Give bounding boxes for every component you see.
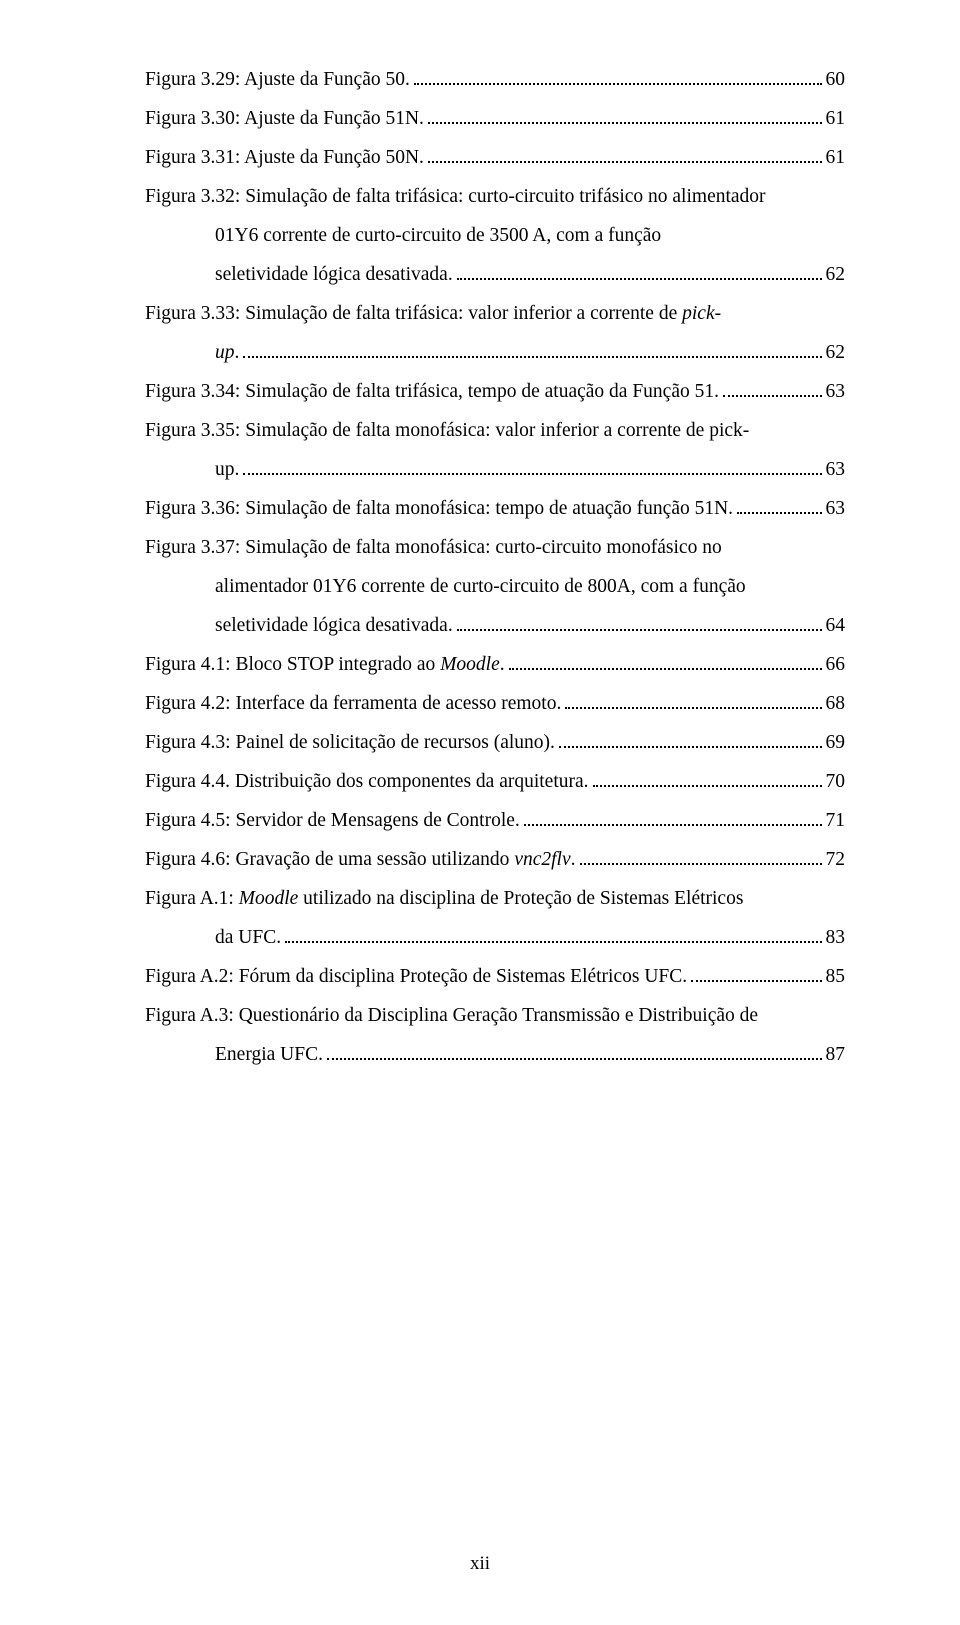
- toc-page-number: 61: [826, 138, 846, 177]
- leader-dots: [414, 66, 822, 86]
- leader-dots: [737, 495, 821, 515]
- toc-text: Figura 3.36: Simulação de falta monofási…: [145, 489, 733, 528]
- leader-dots: [509, 651, 822, 671]
- toc-text: Energia UFC.: [215, 1035, 323, 1074]
- leader-dots: [285, 924, 821, 944]
- toc-text: Figura 3.31: Ajuste da Função 50N.: [145, 138, 424, 177]
- toc-page-number: 60: [826, 60, 846, 99]
- leader-dots: [559, 729, 822, 749]
- toc-page-number: 69: [826, 723, 846, 762]
- toc-entry: Figura 3.33: Simulação de falta trifásic…: [145, 294, 845, 333]
- toc-page-number: 72: [826, 840, 846, 879]
- toc-entry: 01Y6 corrente de curto-circuito de 3500 …: [145, 216, 845, 255]
- toc-text: Figura 4.1: Bloco STOP integrado ao Mood…: [145, 645, 505, 684]
- toc-text: Figura 4.3: Painel de solicitação de rec…: [145, 723, 555, 762]
- toc-entry: Figura 3.31: Ajuste da Função 50N. 61: [145, 138, 845, 177]
- toc-text: Figura A.1: Moodle utilizado na discipli…: [145, 879, 743, 918]
- leader-dots: [428, 105, 822, 125]
- toc-entry: Figura 3.30: Ajuste da Função 51N. 61: [145, 99, 845, 138]
- leader-dots: [457, 612, 822, 632]
- toc-text: da UFC.: [215, 918, 281, 957]
- toc-text: Figura 4.2: Interface da ferramenta de a…: [145, 684, 561, 723]
- toc-entry: Figura 3.35: Simulação de falta monofási…: [145, 411, 845, 450]
- toc-entry: Figura 4.2: Interface da ferramenta de a…: [145, 684, 845, 723]
- toc-entry: up. 63: [145, 450, 845, 489]
- toc-text: up.: [215, 450, 239, 489]
- toc-page-number: 61: [826, 99, 846, 138]
- toc-entry: Figura 4.4. Distribuição dos componentes…: [145, 762, 845, 801]
- toc-text: 01Y6 corrente de curto-circuito de 3500 …: [215, 216, 661, 255]
- leader-dots: [428, 144, 822, 164]
- toc-entry: Figura A.2: Fórum da disciplina Proteção…: [145, 957, 845, 996]
- toc-entry: up. 62: [145, 333, 845, 372]
- toc-entry: Figura 3.37: Simulação de falta monofási…: [145, 528, 845, 567]
- toc-entry: seletividade lógica desativada. 64: [145, 606, 845, 645]
- toc-text: Figura A.3: Questionário da Disciplina G…: [145, 996, 758, 1035]
- toc-page-number: 71: [826, 801, 846, 840]
- toc-text: alimentador 01Y6 corrente de curto-circu…: [215, 567, 746, 606]
- toc-text: Figura A.2: Fórum da disciplina Proteção…: [145, 957, 687, 996]
- leader-dots: [691, 963, 821, 983]
- leader-dots: [457, 261, 822, 281]
- toc-entry: Energia UFC. 87: [145, 1035, 845, 1074]
- toc-text: Figura 3.34: Simulação de falta trifásic…: [145, 372, 719, 411]
- list-of-figures: Figura 3.29: Ajuste da Função 50.60Figur…: [145, 60, 845, 1074]
- leader-dots: [327, 1041, 822, 1061]
- toc-page-number: 62: [826, 333, 846, 372]
- toc-page-number: 70: [826, 762, 846, 801]
- leader-dots: [723, 378, 822, 398]
- leader-dots: [243, 339, 821, 359]
- toc-entry: Figura 4.5: Servidor de Mensagens de Con…: [145, 801, 845, 840]
- toc-page-number: 83: [826, 918, 846, 957]
- toc-entry: da UFC. 83: [145, 918, 845, 957]
- toc-text: seletividade lógica desativada.: [215, 255, 453, 294]
- toc-entry: Figura A.1: Moodle utilizado na discipli…: [145, 879, 845, 918]
- toc-text: Figura 3.32: Simulação de falta trifásic…: [145, 177, 766, 216]
- toc-text: Figura 3.29: Ajuste da Função 50.: [145, 60, 410, 99]
- toc-text: Figura 3.37: Simulação de falta monofási…: [145, 528, 722, 567]
- toc-entry: Figura A.3: Questionário da Disciplina G…: [145, 996, 845, 1035]
- toc-text: Figura 3.33: Simulação de falta trifásic…: [145, 294, 721, 333]
- leader-dots: [565, 690, 821, 710]
- leader-dots: [580, 846, 822, 866]
- toc-page-number: 63: [826, 489, 846, 528]
- leader-dots: [593, 768, 822, 788]
- toc-entry: Figura 4.6: Gravação de uma sessão utili…: [145, 840, 845, 879]
- toc-entry: seletividade lógica desativada. 62: [145, 255, 845, 294]
- toc-entry: Figura 3.36: Simulação de falta monofási…: [145, 489, 845, 528]
- toc-page-number: 63: [826, 450, 846, 489]
- toc-text: up.: [215, 333, 239, 372]
- toc-page-number: 87: [826, 1035, 846, 1074]
- toc-text: Figura 3.30: Ajuste da Função 51N.: [145, 99, 424, 138]
- toc-page-number: 68: [826, 684, 846, 723]
- toc-text: Figura 4.5: Servidor de Mensagens de Con…: [145, 801, 520, 840]
- toc-page-number: 63: [826, 372, 846, 411]
- toc-text: Figura 4.6: Gravação de uma sessão utili…: [145, 840, 576, 879]
- toc-text: Figura 3.35: Simulação de falta monofási…: [145, 411, 749, 450]
- toc-page-number: 66: [826, 645, 846, 684]
- toc-entry: Figura 3.32: Simulação de falta trifásic…: [145, 177, 845, 216]
- toc-page-number: 85: [826, 957, 846, 996]
- toc-entry: Figura 3.29: Ajuste da Função 50. 60: [145, 60, 845, 99]
- toc-page-number: 64: [826, 606, 846, 645]
- toc-entry: Figura 3.34: Simulação de falta trifásic…: [145, 372, 845, 411]
- page-footer: xii: [0, 1545, 960, 1583]
- leader-dots: [524, 807, 822, 827]
- toc-text: seletividade lógica desativada.: [215, 606, 453, 645]
- leader-dots: [243, 456, 821, 476]
- toc-entry: Figura 4.3: Painel de solicitação de rec…: [145, 723, 845, 762]
- toc-entry: Figura 4.1: Bloco STOP integrado ao Mood…: [145, 645, 845, 684]
- toc-page-number: 62: [826, 255, 846, 294]
- toc-entry: alimentador 01Y6 corrente de curto-circu…: [145, 567, 845, 606]
- toc-text: Figura 4.4. Distribuição dos componentes…: [145, 762, 589, 801]
